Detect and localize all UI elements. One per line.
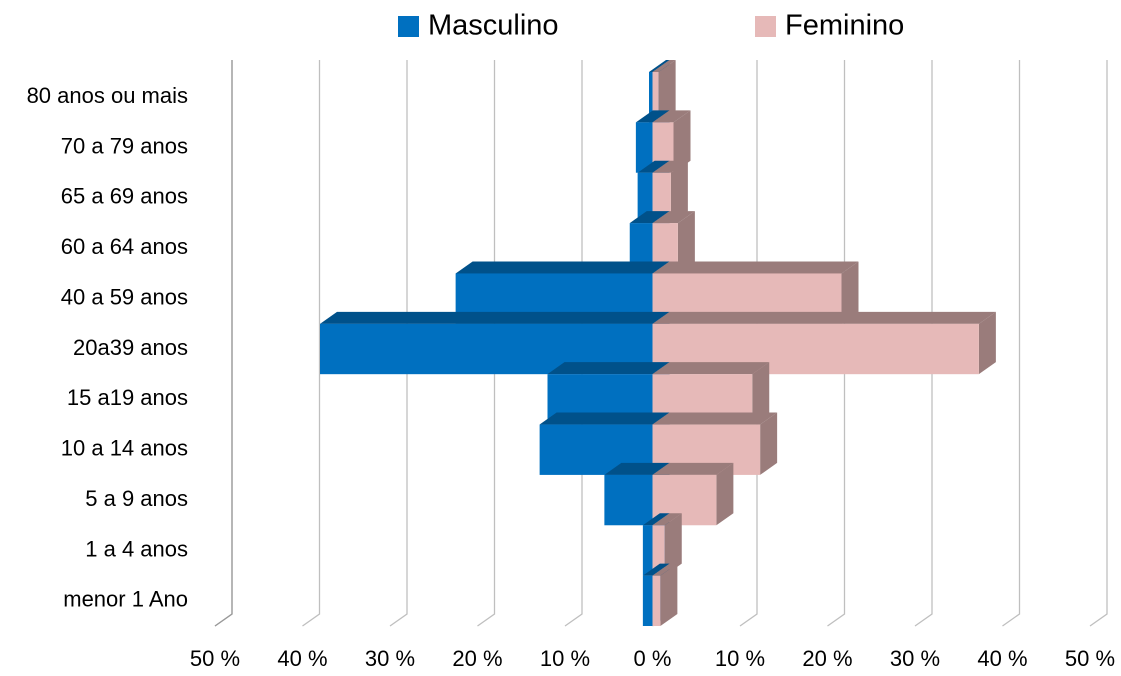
bar <box>652 172 671 224</box>
bar-side <box>978 311 996 375</box>
bar <box>637 172 653 224</box>
y-tick-label: 65 a 69 anos <box>61 184 188 209</box>
grid-line <box>1002 60 1021 627</box>
y-tick-label: 20a39 anos <box>73 335 188 360</box>
bar-side <box>760 412 778 475</box>
bar-side <box>677 211 695 274</box>
bar <box>604 474 653 526</box>
grid-line <box>827 60 846 627</box>
bar-top <box>642 563 670 576</box>
bar-top <box>637 160 670 173</box>
bar-top <box>652 412 778 425</box>
bar <box>652 525 665 576</box>
y-tick-label: 80 anos ou mais <box>27 83 188 108</box>
bar <box>635 122 653 173</box>
bar-top <box>652 362 770 375</box>
y-tick-label: menor 1 Ano <box>63 587 188 612</box>
bar <box>649 72 653 123</box>
bar-side <box>841 261 859 324</box>
bar-top <box>547 362 670 375</box>
x-tick-label: 30 % <box>365 646 415 671</box>
bar-top <box>652 311 996 324</box>
bar-top <box>652 563 678 576</box>
y-tick-label: 10 a 14 anos <box>61 436 188 461</box>
bar-side <box>664 513 682 576</box>
bar <box>652 575 661 626</box>
bar <box>652 122 674 173</box>
bar-top <box>652 211 695 224</box>
bar-top <box>652 110 691 123</box>
bar-side <box>658 60 676 123</box>
grid-line <box>914 60 933 627</box>
grid-line <box>389 60 408 627</box>
y-tick-label: 5 a 9 anos <box>85 486 188 511</box>
legend-label: Masculino <box>428 10 559 42</box>
legend-swatch <box>755 16 776 37</box>
y-tick-label: 70 a 79 anos <box>61 133 188 158</box>
bar-top <box>652 462 734 475</box>
x-tick-label: 30 % <box>890 646 940 671</box>
bar-top <box>642 513 670 526</box>
y-tick-label: 1 a 4 anos <box>85 536 188 561</box>
axis-line <box>214 60 233 627</box>
bar-side <box>673 110 691 173</box>
grid-line <box>739 60 758 627</box>
bar-top <box>629 211 670 224</box>
bar-top <box>455 261 670 274</box>
grid-line <box>302 60 321 627</box>
bar-top <box>652 60 676 72</box>
bar-top <box>649 60 670 72</box>
bar <box>642 525 653 576</box>
x-tick-label: 10 % <box>715 646 765 671</box>
bar-top <box>635 110 670 123</box>
x-tick-label: 50 % <box>190 646 240 671</box>
bar-top <box>320 311 670 324</box>
grid-line <box>214 60 233 627</box>
bar <box>629 223 653 274</box>
grid-line <box>1089 60 1108 627</box>
bar-side <box>716 462 734 526</box>
y-tick-label: 40 a 59 anos <box>61 284 188 309</box>
legend-swatch <box>398 16 419 37</box>
bar-side <box>752 362 770 425</box>
x-tick-label: 20 % <box>452 646 502 671</box>
bar <box>642 575 653 626</box>
x-tick-label: 10 % <box>540 646 590 671</box>
grid-line <box>477 60 496 627</box>
x-tick-label: 40 % <box>277 646 327 671</box>
x-tick-label: 0 % <box>634 646 672 671</box>
y-tick-label: 60 a 64 anos <box>61 234 188 259</box>
x-tick-label: 20 % <box>802 646 852 671</box>
bar-side <box>660 563 678 626</box>
bar-top <box>652 160 688 173</box>
bar-side <box>670 160 688 224</box>
bar-top <box>604 462 670 475</box>
bar-top <box>652 261 859 274</box>
x-tick-label: 40 % <box>977 646 1027 671</box>
y-tick-label: 15 a19 anos <box>67 385 188 410</box>
grid-line <box>564 60 583 627</box>
bar-top <box>539 412 670 425</box>
legend-label: Feminino <box>785 10 904 42</box>
bar <box>652 72 659 123</box>
bar-top <box>652 513 682 526</box>
x-tick-label: 50 % <box>1065 646 1115 671</box>
